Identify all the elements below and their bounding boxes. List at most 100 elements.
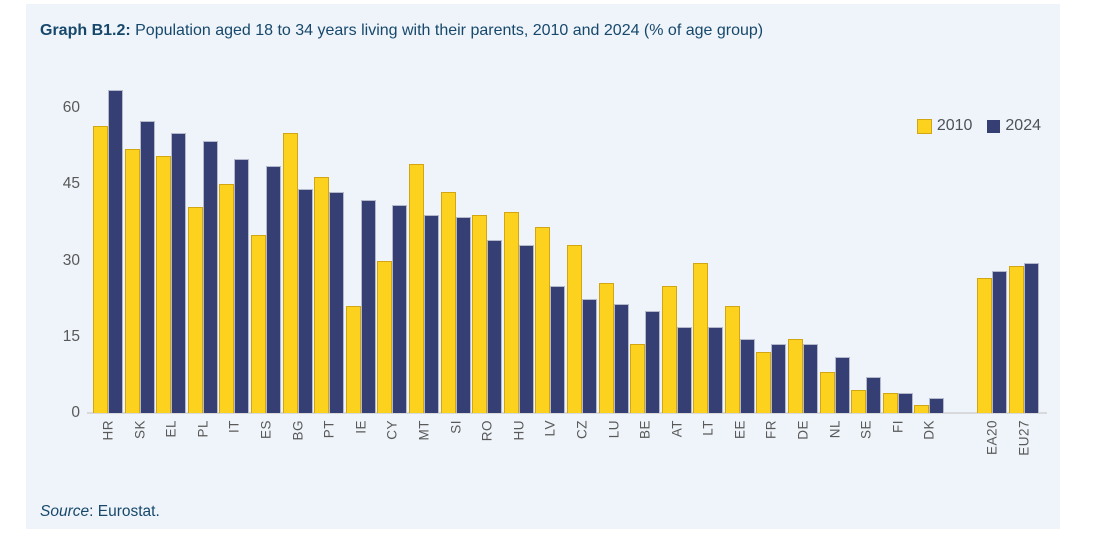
x-tick-label-SK: SK	[132, 420, 148, 440]
x-tick-label-FI: FI	[890, 420, 906, 433]
y-tick-label-60: 60	[62, 99, 80, 116]
x-tick-label-SI: SI	[448, 420, 464, 434]
bar-2024-SE	[866, 377, 882, 413]
bar-2010-IT	[219, 184, 235, 413]
bar-2010-EU27	[1008, 265, 1024, 413]
x-tick-label-MT: MT	[416, 420, 432, 441]
bars-container: HR SK EL PL IT ES BG PT IE CY MT SI RO HU LV CZ LU BE AT LT…	[93, 78, 1040, 456]
x-tick-label-AT: AT	[669, 420, 685, 438]
bar-2010-EE	[724, 306, 740, 413]
bar-2024-BG	[297, 189, 313, 413]
bar-2024-RO	[487, 240, 503, 413]
bar-2024-EA20	[992, 270, 1008, 413]
bar-group-SI: SI	[440, 191, 471, 434]
legend-swatch-2024	[987, 119, 1001, 133]
legend-label: 2024	[1005, 117, 1041, 134]
y-tick-label-30: 30	[62, 251, 80, 269]
graph-panel: Graph B1.2: Population aged 18 to 34 yea…	[26, 4, 1060, 529]
x-tick-label-PL: PL	[195, 420, 211, 438]
bar-group-NL: NL	[819, 357, 850, 438]
bar-2010-PL	[187, 207, 203, 413]
x-tick-label-HU: HU	[511, 420, 527, 441]
graph-title-prefix: Graph B1.2:	[40, 22, 131, 39]
x-tick-label-LU: LU	[606, 420, 621, 439]
bar-2024-HU	[518, 245, 534, 413]
bar-2010-AT	[661, 285, 677, 413]
bar-2024-DK	[929, 397, 945, 413]
bar-2010-SI	[440, 191, 456, 413]
x-tick-label-BE: BE	[637, 420, 653, 440]
bar-group-HR: HR	[93, 90, 123, 441]
plot-area: HR SK EL PL IT ES BG PT IE CY MT SI RO HU LV CZ LU BE AT LT…	[63, 65, 1047, 456]
bar-2024-EE	[739, 339, 755, 413]
x-tick-label-CY: CY	[384, 420, 400, 440]
bar-2010-DK	[914, 405, 930, 413]
bar-2010-EA20	[977, 278, 993, 413]
bar-group-SK: SK	[124, 120, 155, 439]
bar-2010-IE	[345, 306, 361, 413]
bar-2024-BE	[645, 311, 661, 413]
bar-2010-CY	[377, 260, 393, 413]
bar-2010-NL	[819, 372, 835, 413]
bar-2010-HR	[93, 125, 108, 413]
x-tick-label-EA20: EA20	[984, 420, 1000, 456]
bar-2010-LT	[693, 263, 709, 413]
bar-2024-IT	[234, 158, 250, 413]
bar-group-DE: DE	[788, 339, 819, 440]
bar-2010-CZ	[566, 245, 582, 413]
source-note: Source: Eurostat.	[40, 503, 160, 521]
bar-2010-PT	[314, 176, 330, 413]
bar-2024-CZ	[581, 298, 597, 413]
bar-group-LU: LU	[598, 283, 629, 438]
bar-2010-SE	[851, 390, 867, 413]
source-text: : Eurostat.	[89, 503, 160, 520]
bar-2024-HR	[108, 90, 123, 413]
x-tick-label-HR: HR	[100, 420, 116, 441]
bar-2024-LT	[708, 326, 724, 413]
bar-group-HU: HU	[503, 212, 534, 441]
legend-label: 2010	[936, 117, 973, 134]
graph-title: Graph B1.2: Population aged 18 to 34 yea…	[40, 22, 763, 40]
x-tick-label-EE: EE	[732, 420, 748, 440]
x-tick-label-NL: NL	[827, 420, 843, 439]
bar-2010-FI	[882, 392, 898, 413]
bar-2024-EU27	[1023, 263, 1039, 413]
x-tick-label-IT: IT	[226, 420, 242, 433]
bar-group-RO: RO	[472, 214, 503, 441]
bar-2024-NL	[834, 357, 850, 413]
bar-2024-SK	[139, 120, 155, 413]
x-tick-label-DK: DK	[921, 420, 937, 440]
x-axis-line	[87, 412, 1047, 414]
legend-item-2024: 2024	[987, 117, 1041, 135]
bar-2010-BE	[630, 344, 646, 413]
bar-2024-LV	[550, 285, 566, 413]
bar-2024-PT	[329, 191, 345, 413]
bar-2024-FI	[897, 392, 913, 413]
bar-2024-PL	[202, 141, 218, 413]
bar-group-LV: LV	[535, 227, 566, 437]
bar-2010-LV	[535, 227, 551, 413]
y-tick-label-15: 15	[62, 327, 80, 345]
bar-2010-LU	[598, 283, 614, 413]
x-tick-label-LV: LV	[542, 420, 558, 437]
bar-2024-SI	[455, 217, 471, 413]
bar-group-LT: LT	[693, 263, 724, 436]
bar-group-EL: EL	[156, 133, 187, 438]
bar-2024-MT	[423, 214, 439, 413]
x-tick-label-RO: RO	[479, 420, 495, 442]
x-tick-label-FR: FR	[763, 420, 779, 439]
bar-group-EE: EE	[724, 306, 755, 439]
bar-group-BG: BG	[282, 133, 313, 441]
y-tick-label-45: 45	[62, 175, 80, 193]
bar-group-ES: ES	[250, 166, 281, 439]
bar-2024-AT	[676, 326, 692, 413]
bar-2010-EL	[156, 156, 172, 413]
bar-group-AT: AT	[661, 285, 692, 437]
bar-2010-SK	[124, 148, 140, 413]
legend-swatch-2010	[916, 118, 932, 134]
bar-2010-FR	[756, 352, 772, 413]
graph-title-text: Population aged 18 to 34 years living wi…	[130, 22, 764, 39]
bar-group-DK: DK	[914, 397, 945, 440]
bar-group-SE: SE	[851, 377, 882, 439]
bar-group-EU27: EU27	[1008, 263, 1039, 456]
